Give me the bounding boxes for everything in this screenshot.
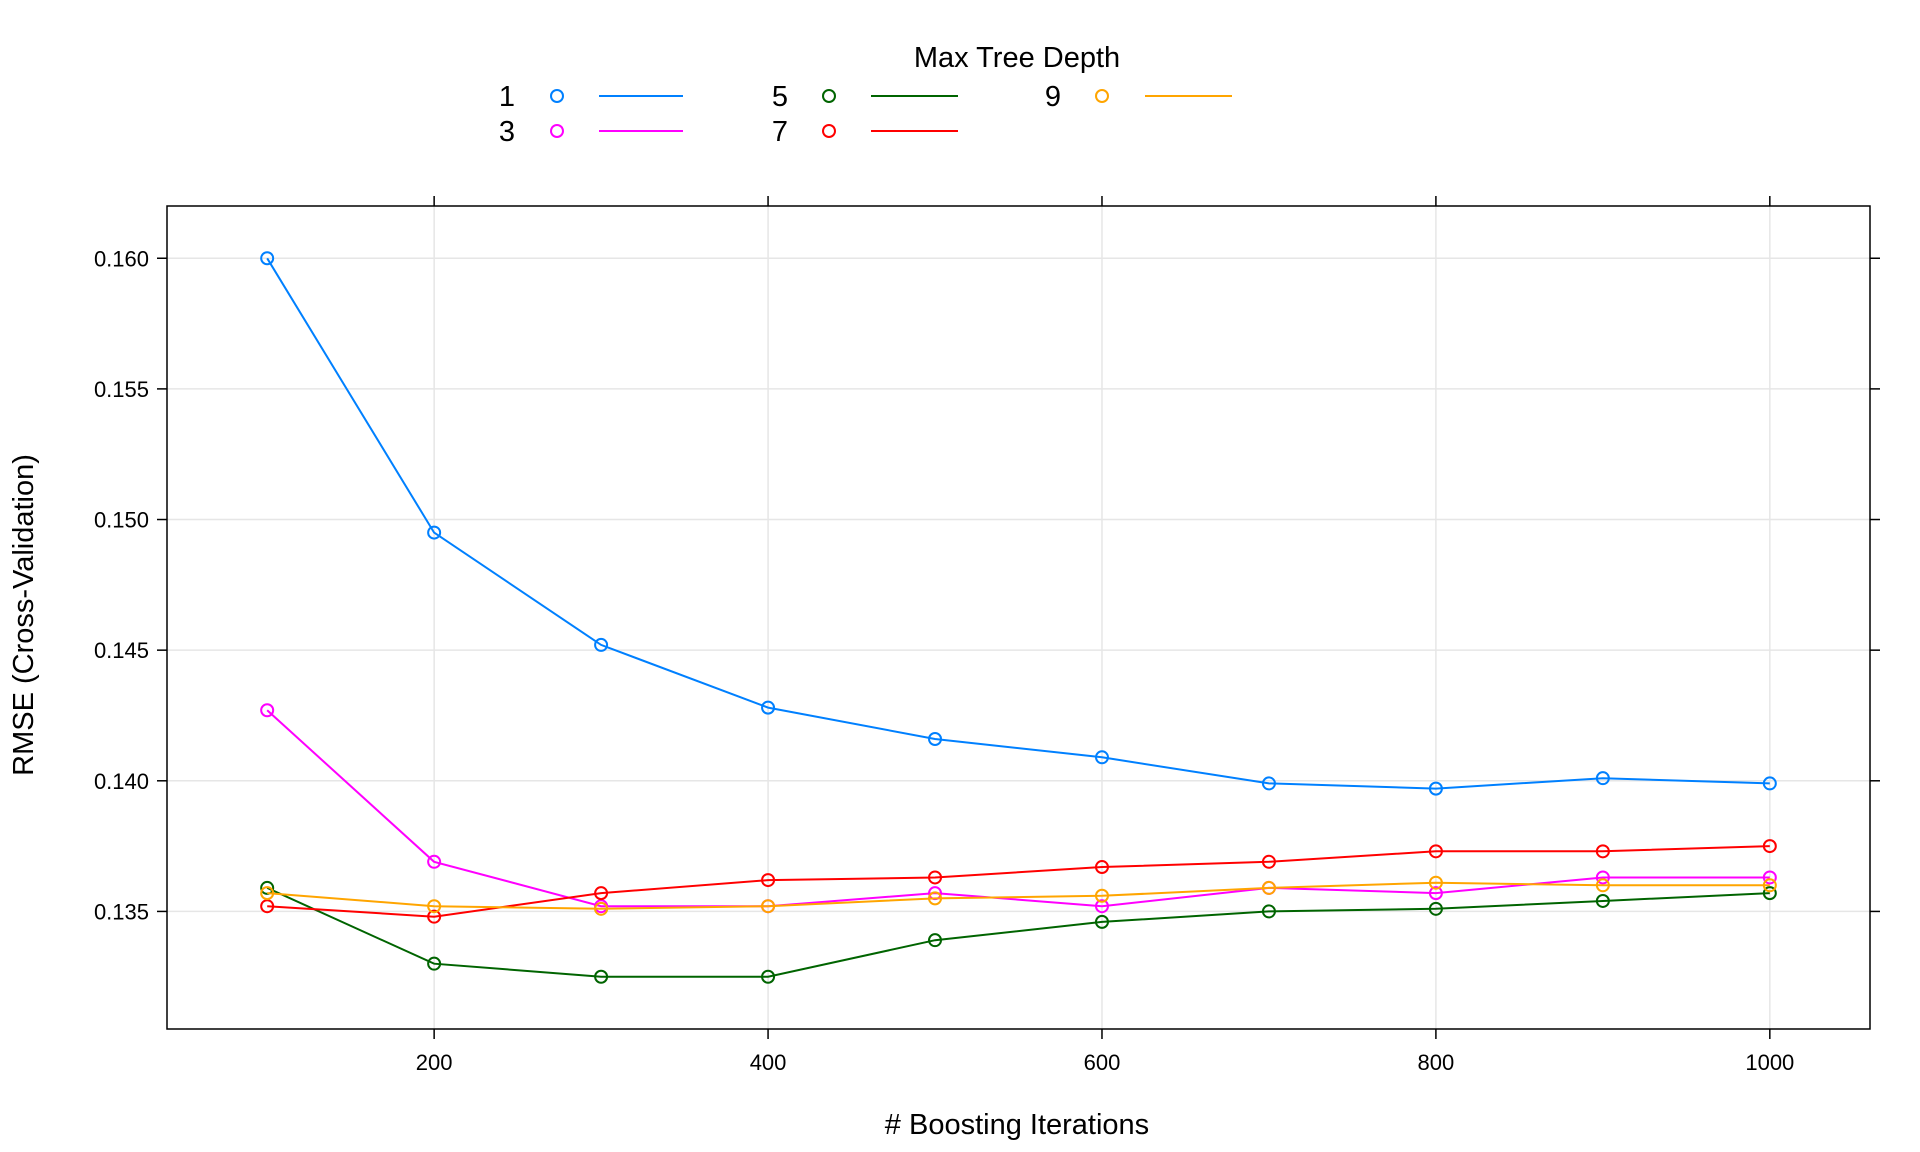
series-3	[260, 703, 1777, 914]
data-point-9	[1094, 888, 1109, 903]
data-point-9	[427, 899, 442, 914]
data-point-3	[1595, 870, 1610, 885]
data-point-7	[1595, 844, 1610, 859]
data-point-5	[761, 969, 776, 984]
data-point-5	[594, 969, 609, 984]
data-point-9	[1428, 875, 1443, 890]
legend-title: Max Tree Depth	[914, 42, 1120, 74]
legend-label: 3	[499, 116, 515, 148]
plot-frame	[166, 205, 1871, 1030]
y-tick-label: 0.145	[94, 638, 149, 663]
data-point-1	[1261, 776, 1276, 791]
legend-marker	[550, 124, 564, 138]
legend-item-5: 5	[772, 81, 958, 113]
data-point-1	[427, 525, 442, 540]
legend-item-3: 3	[499, 116, 683, 148]
data-point-1	[1428, 781, 1443, 796]
data-point-9	[1261, 880, 1276, 895]
data-point-1	[594, 637, 609, 652]
data-point-7	[427, 909, 442, 924]
data-point-9	[260, 886, 275, 901]
axis-ticks	[157, 196, 1880, 1039]
data-point-5	[1595, 893, 1610, 908]
y-tick-label: 0.140	[94, 769, 149, 794]
series-9	[260, 875, 1777, 916]
legend-marker	[1095, 89, 1109, 103]
data-point-5	[427, 956, 442, 971]
data-point-7	[1762, 839, 1777, 854]
legend-marker	[822, 89, 836, 103]
data-point-9	[761, 899, 776, 914]
x-tick-label: 1000	[1745, 1050, 1794, 1075]
series-5	[260, 880, 1777, 984]
data-point-7	[928, 870, 943, 885]
y-tick-label: 0.160	[94, 246, 149, 271]
data-point-3	[260, 703, 275, 718]
legend-item-9: 9	[1045, 81, 1232, 113]
x-tick-label: 800	[1418, 1050, 1455, 1075]
axis-tick-labels: 200 400 600 800 1000 0.135 0.140 0.145 0.150 0.15…	[94, 246, 1794, 1075]
data-point-5	[1762, 886, 1777, 901]
data-point-5	[1261, 904, 1276, 919]
data-point-1	[1094, 750, 1109, 765]
series-1	[260, 251, 1777, 796]
data-point-7	[1094, 860, 1109, 875]
data-point-5	[1094, 914, 1109, 929]
data-point-1	[260, 251, 275, 266]
legend-marker	[550, 89, 564, 103]
legend-label: 9	[1045, 81, 1061, 113]
data-point-7	[1261, 854, 1276, 869]
data-point-3	[1428, 886, 1443, 901]
y-axis-title: RMSE (Cross-Validation)	[8, 454, 40, 776]
data-point-9	[594, 901, 609, 916]
data-point-5	[1428, 901, 1443, 916]
grid	[167, 206, 1870, 1029]
legend: Max Tree Depth 13 57 9	[499, 42, 1232, 148]
data-point-1	[1762, 776, 1777, 791]
series-line-5	[266, 886, 1770, 978]
data-point-9	[1762, 878, 1777, 893]
x-tick-label: 200	[416, 1050, 453, 1075]
series-7	[260, 839, 1777, 924]
series-line-1	[266, 257, 1770, 790]
y-tick-label: 0.150	[94, 508, 149, 533]
data-point-5	[928, 933, 943, 948]
data-point-9	[928, 891, 943, 906]
data-point-3	[1094, 899, 1109, 914]
data-point-1	[1595, 771, 1610, 786]
legend-label: 7	[772, 116, 788, 148]
y-tick-label: 0.135	[94, 899, 149, 924]
legend-marker	[822, 124, 836, 138]
series-line-7	[267, 845, 1770, 918]
legend-item-7: 7	[772, 116, 958, 148]
series-line-3	[266, 709, 1770, 908]
series-line-9	[267, 881, 1770, 910]
data-point-7	[260, 899, 275, 914]
data-point-3	[427, 854, 442, 869]
data-point-7	[761, 873, 776, 888]
data-point-3	[1762, 870, 1777, 885]
data-point-7	[1428, 844, 1443, 859]
legend-label: 1	[499, 81, 515, 113]
series-layer	[260, 251, 1777, 984]
data-point-9	[1595, 878, 1610, 893]
y-tick-label: 0.155	[94, 377, 149, 402]
x-axis-title: # Boosting Iterations	[885, 1109, 1149, 1141]
data-point-1	[761, 700, 776, 715]
legend-items: 13 57 9	[499, 81, 1232, 148]
x-tick-label: 400	[750, 1050, 787, 1075]
legend-item-1: 1	[499, 81, 683, 113]
data-point-1	[928, 731, 943, 746]
data-point-7	[594, 886, 609, 901]
x-tick-label: 600	[1084, 1050, 1121, 1075]
legend-label: 5	[772, 81, 788, 113]
